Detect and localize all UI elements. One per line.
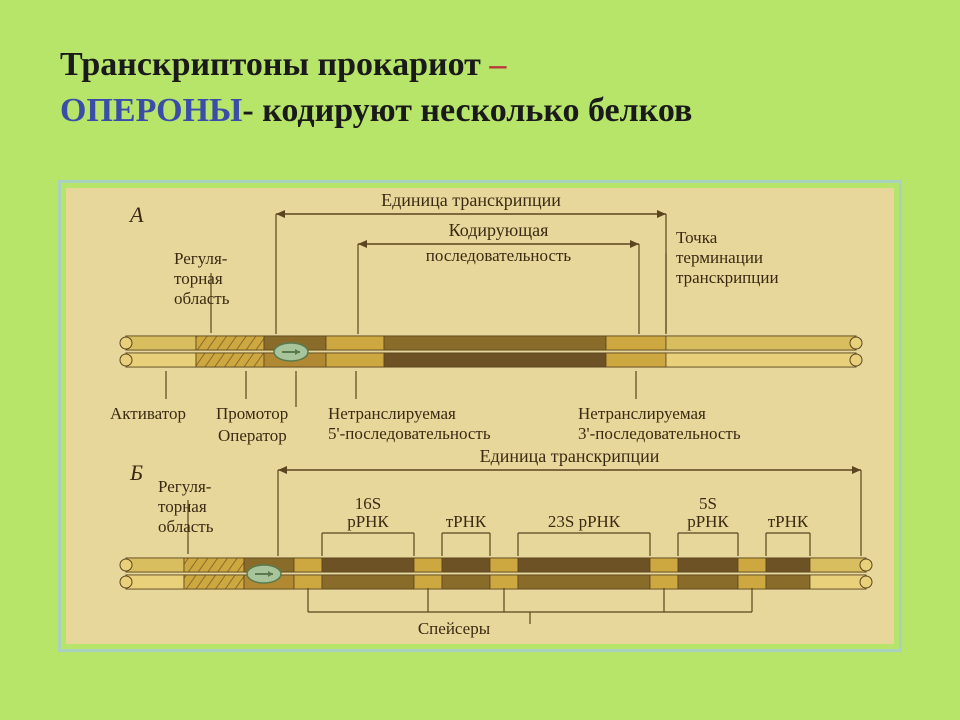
svg-text:16S: 16S — [355, 494, 381, 513]
svg-text:тРНК: тРНК — [446, 512, 487, 531]
svg-text:Промотор: Промотор — [216, 404, 288, 423]
svg-text:5S: 5S — [699, 494, 717, 513]
svg-text:Нетранслируемая: Нетранслируемая — [578, 404, 706, 423]
svg-text:область: область — [158, 517, 214, 536]
title-highlight: ОПЕРОНЫ — [60, 92, 242, 129]
title-dash: – — [481, 46, 507, 83]
svg-text:Точка: Точка — [676, 228, 718, 247]
svg-text:рРНК: рРНК — [687, 512, 729, 531]
svg-text:5'-последовательность: 5'-последовательность — [328, 424, 491, 443]
svg-text:23S рРНК: 23S рРНК — [548, 512, 621, 531]
svg-text:Единица транскрипции: Единица транскрипции — [480, 446, 660, 466]
svg-text:терминации: терминации — [676, 248, 763, 267]
slide-title: Транскриптоны прокариот – ОПЕРОНЫ- кодир… — [60, 42, 900, 134]
svg-text:Единица транскрипции: Единица транскрипции — [381, 190, 561, 210]
svg-text:А: А — [128, 202, 144, 227]
svg-text:Регуля-: Регуля- — [158, 477, 212, 496]
svg-text:Активатор: Активатор — [110, 404, 186, 423]
svg-text:область: область — [174, 289, 230, 308]
svg-text:Регуля-: Регуля- — [174, 249, 228, 268]
svg-text:рРНК: рРНК — [347, 512, 389, 531]
diagram-panel: А Единица транскрипции Кодирующая последова… — [58, 180, 902, 652]
svg-text:транскрипции: транскрипции — [676, 268, 779, 287]
title-part2: - кодируют несколько белков — [242, 92, 692, 129]
svg-text:Нетранслируемая: Нетранслируемая — [328, 404, 456, 423]
svg-text:Оператор: Оператор — [218, 426, 287, 445]
slide: Транскриптоны прокариот – ОПЕРОНЫ- кодир… — [0, 0, 960, 720]
svg-text:торная: торная — [158, 497, 207, 516]
svg-text:3'-последовательность: 3'-последовательность — [578, 424, 741, 443]
panel-body: А Единица транскрипции Кодирующая последова… — [66, 188, 894, 644]
svg-text:тРНК: тРНК — [768, 512, 809, 531]
svg-text:Кодирующая: Кодирующая — [449, 220, 549, 240]
svg-text:торная: торная — [174, 269, 223, 288]
svg-text:последовательность: последовательность — [426, 246, 572, 265]
svg-text:Спейсеры: Спейсеры — [418, 619, 491, 638]
svg-text:Б: Б — [129, 460, 143, 485]
diagram-svg: А Единица транскрипции Кодирующая последова… — [66, 188, 894, 644]
title-part1: Транскриптоны прокариот — [60, 46, 481, 83]
